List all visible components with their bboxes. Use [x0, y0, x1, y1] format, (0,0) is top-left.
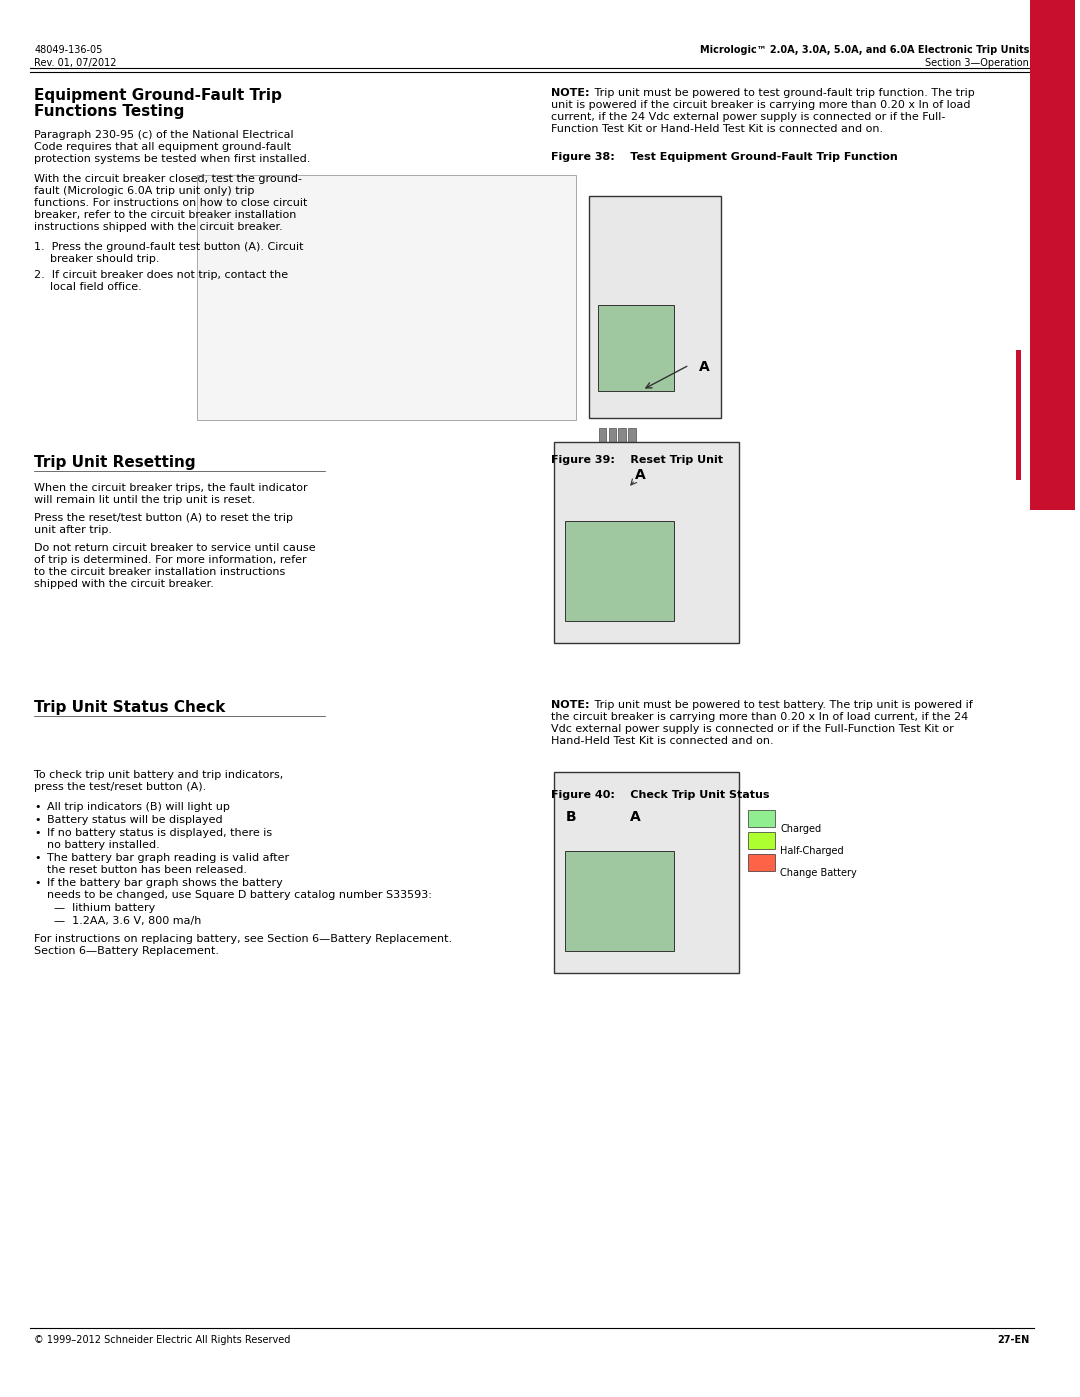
- Text: fault (Micrologic 6.0A trip unit only) trip: fault (Micrologic 6.0A trip unit only) t…: [35, 186, 255, 196]
- Text: Figure 38:    Test Equipment Ground-Fault Trip Function: Figure 38: Test Equipment Ground-Fault T…: [552, 152, 899, 162]
- Text: —  1.2AA, 3.6 V, 800 ma/h: — 1.2AA, 3.6 V, 800 ma/h: [54, 916, 202, 926]
- Text: Trip unit must be powered to test ground-fault trip function. The trip: Trip unit must be powered to test ground…: [591, 88, 974, 98]
- Text: unit after trip.: unit after trip.: [35, 525, 112, 535]
- Text: NOTE:: NOTE:: [552, 700, 590, 710]
- Text: press the test/reset button (A).: press the test/reset button (A).: [35, 782, 206, 792]
- Text: •: •: [35, 877, 41, 888]
- Text: Micrologic™ 2.0A, 3.0A, 5.0A, and 6.0A Electronic Trip Units: Micrologic™ 2.0A, 3.0A, 5.0A, and 6.0A E…: [700, 45, 1029, 54]
- Text: When the circuit breaker trips, the fault indicator: When the circuit breaker trips, the faul…: [35, 483, 308, 493]
- Text: Rev. 01, 07/2012: Rev. 01, 07/2012: [35, 59, 117, 68]
- Text: Figure 39:    Reset Trip Unit: Figure 39: Reset Trip Unit: [552, 455, 724, 465]
- Text: to the circuit breaker installation instructions: to the circuit breaker installation inst…: [35, 567, 286, 577]
- Text: Press the reset/test button (A) to reset the trip: Press the reset/test button (A) to reset…: [35, 513, 294, 522]
- Bar: [629, 429, 636, 446]
- FancyBboxPatch shape: [554, 771, 740, 972]
- Text: NOTE:: NOTE:: [552, 88, 590, 98]
- FancyBboxPatch shape: [565, 851, 674, 951]
- FancyBboxPatch shape: [565, 521, 674, 622]
- Text: instructions shipped with the circuit breaker.: instructions shipped with the circuit br…: [35, 222, 283, 232]
- Text: ENGLISH: ENGLISH: [1034, 359, 1044, 411]
- Text: Paragraph 230-95 (c) of the National Electrical: Paragraph 230-95 (c) of the National Ele…: [35, 130, 294, 140]
- FancyBboxPatch shape: [197, 175, 576, 420]
- Text: Figure 40:    Check Trip Unit Status: Figure 40: Check Trip Unit Status: [552, 789, 770, 800]
- Text: needs to be changed, use Square D battery catalog number S33593:: needs to be changed, use Square D batter…: [48, 890, 432, 900]
- Text: Do not return circuit breaker to service until cause: Do not return circuit breaker to service…: [35, 543, 316, 553]
- Text: Change Battery: Change Battery: [780, 868, 858, 877]
- Text: Trip unit must be powered to test battery. The trip unit is powered if: Trip unit must be powered to test batter…: [591, 700, 973, 710]
- Text: 2.  If circuit breaker does not trip, contact the: 2. If circuit breaker does not trip, con…: [35, 270, 288, 279]
- Text: will remain lit until the trip unit is reset.: will remain lit until the trip unit is r…: [35, 495, 256, 504]
- Bar: [619, 429, 625, 446]
- Text: B: B: [566, 810, 577, 824]
- FancyBboxPatch shape: [554, 441, 740, 643]
- Text: Battery status will be displayed: Battery status will be displayed: [48, 814, 222, 826]
- Text: the circuit breaker is carrying more than 0.20 x In of load current, if the 24: the circuit breaker is carrying more tha…: [552, 712, 969, 722]
- Text: Hand-Held Test Kit is connected and on.: Hand-Held Test Kit is connected and on.: [552, 736, 774, 746]
- Bar: [608, 429, 616, 446]
- Text: Code requires that all equipment ground-fault: Code requires that all equipment ground-…: [35, 142, 292, 152]
- Bar: [748, 854, 775, 870]
- FancyBboxPatch shape: [1016, 351, 1021, 481]
- Text: functions. For instructions on how to close circuit: functions. For instructions on how to cl…: [35, 198, 308, 208]
- Text: •: •: [35, 802, 41, 812]
- Text: If the battery bar graph shows the battery: If the battery bar graph shows the batte…: [48, 877, 283, 888]
- Text: breaker should trip.: breaker should trip.: [51, 254, 160, 264]
- Text: —  lithium battery: — lithium battery: [54, 902, 156, 914]
- Bar: [748, 810, 775, 827]
- Text: A: A: [635, 468, 646, 482]
- Text: 27-EN: 27-EN: [997, 1336, 1029, 1345]
- Text: Charged: Charged: [780, 824, 822, 834]
- Text: A: A: [699, 360, 710, 374]
- Text: the reset button has been released.: the reset button has been released.: [48, 865, 247, 875]
- Text: •: •: [35, 814, 41, 826]
- Text: local field office.: local field office.: [51, 282, 141, 292]
- Text: of trip is determined. For more information, refer: of trip is determined. For more informat…: [35, 555, 307, 564]
- FancyBboxPatch shape: [597, 305, 674, 391]
- Text: Vdc external power supply is connected or if the Full-Function Test Kit or: Vdc external power supply is connected o…: [552, 724, 955, 733]
- Text: Section 6—Battery Replacement.: Section 6—Battery Replacement.: [35, 946, 219, 956]
- Text: With the circuit breaker closed, test the ground-: With the circuit breaker closed, test th…: [35, 175, 302, 184]
- Text: Function Test Kit or Hand-Held Test Kit is connected and on.: Function Test Kit or Hand-Held Test Kit …: [552, 124, 883, 134]
- Text: •: •: [35, 828, 41, 838]
- Text: protection systems be tested when first installed.: protection systems be tested when first …: [35, 154, 311, 163]
- Text: Functions Testing: Functions Testing: [35, 103, 185, 119]
- Text: unit is powered if the circuit breaker is carrying more than 0.20 x In of load: unit is powered if the circuit breaker i…: [552, 101, 971, 110]
- Text: Trip Unit Resetting: Trip Unit Resetting: [35, 455, 197, 469]
- Text: no battery installed.: no battery installed.: [48, 840, 160, 849]
- Text: All trip indicators (B) will light up: All trip indicators (B) will light up: [48, 802, 230, 812]
- Text: Equipment Ground-Fault Trip: Equipment Ground-Fault Trip: [35, 88, 282, 103]
- Text: To check trip unit battery and trip indicators,: To check trip unit battery and trip indi…: [35, 770, 284, 780]
- Text: 1.  Press the ground-fault test button (A). Circuit: 1. Press the ground-fault test button (A…: [35, 242, 303, 251]
- Text: The battery bar graph reading is valid after: The battery bar graph reading is valid a…: [48, 854, 289, 863]
- FancyBboxPatch shape: [589, 196, 720, 418]
- Text: © 1999–2012 Schneider Electric All Rights Reserved: © 1999–2012 Schneider Electric All Right…: [35, 1336, 291, 1345]
- Text: •: •: [35, 854, 41, 863]
- Text: A: A: [631, 810, 640, 824]
- Text: Section 3—Operation: Section 3—Operation: [926, 59, 1029, 68]
- Bar: [748, 833, 775, 849]
- Text: Trip Unit Status Check: Trip Unit Status Check: [35, 700, 226, 715]
- Bar: [598, 429, 606, 446]
- Text: Half-Charged: Half-Charged: [780, 847, 843, 856]
- Text: 48049-136-05: 48049-136-05: [35, 45, 103, 54]
- Text: For instructions on replacing battery, see Section 6—Battery Replacement.: For instructions on replacing battery, s…: [35, 935, 453, 944]
- Text: shipped with the circuit breaker.: shipped with the circuit breaker.: [35, 578, 214, 590]
- FancyBboxPatch shape: [1030, 0, 1075, 510]
- Text: current, if the 24 Vdc external power supply is connected or if the Full-: current, if the 24 Vdc external power su…: [552, 112, 946, 122]
- Text: If no battery status is displayed, there is: If no battery status is displayed, there…: [48, 828, 272, 838]
- Text: breaker, refer to the circuit breaker installation: breaker, refer to the circuit breaker in…: [35, 210, 297, 219]
